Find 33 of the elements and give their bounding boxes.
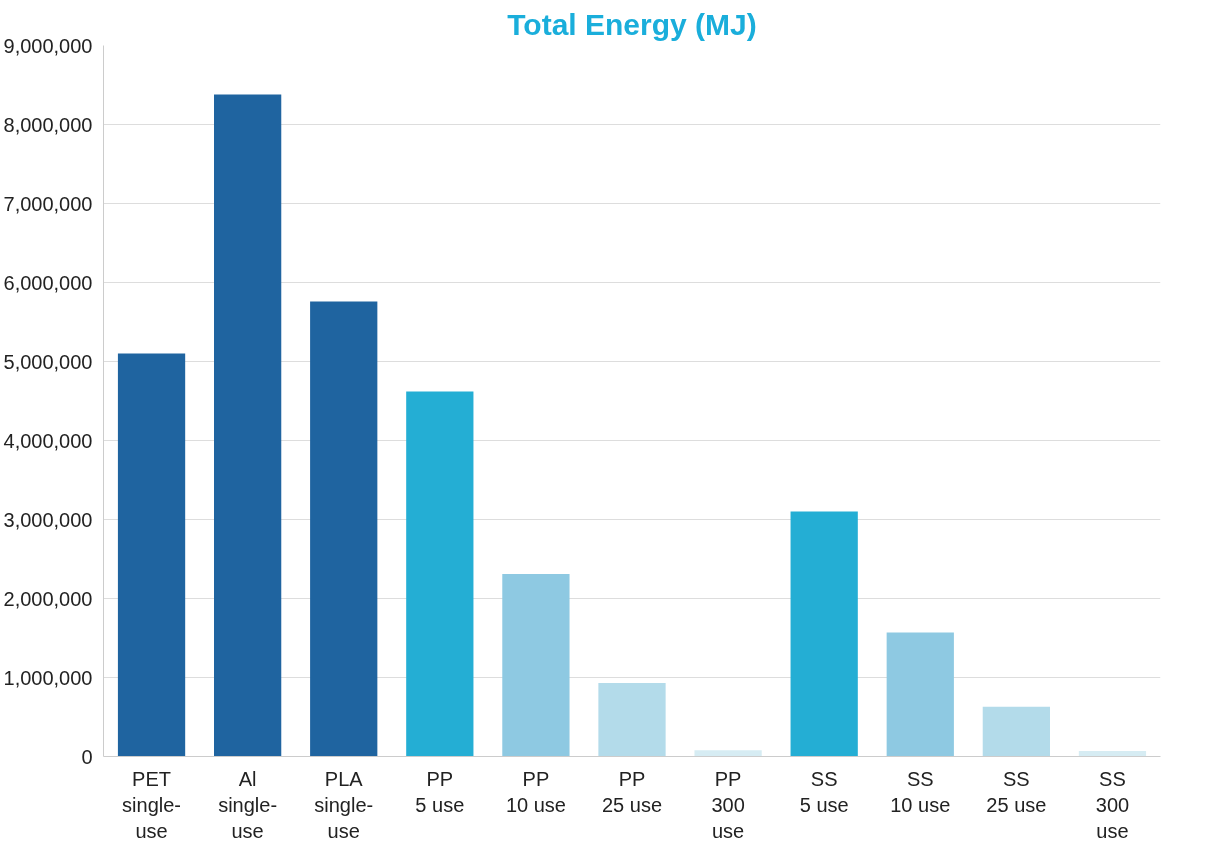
x-tick-label: SS 10 use: [890, 767, 951, 816]
bar: [694, 750, 762, 757]
bar: [214, 94, 282, 757]
y-tick-label: 1,000,000: [3, 666, 93, 689]
bar: [406, 391, 474, 757]
y-tick-label: 7,000,000: [3, 192, 93, 215]
x-tick-label: PP 25 use: [601, 767, 663, 816]
bar: [886, 632, 954, 757]
y-tick-label: 8,000,000: [3, 113, 93, 136]
x-tick-label: SS 25 use: [986, 767, 1047, 816]
bar: [117, 353, 186, 757]
bar: [598, 683, 666, 757]
y-tick-label: 9,000,000: [3, 34, 93, 57]
y-tick-label: 3,000,000: [3, 508, 93, 531]
chart-title: Total Energy (MJ): [507, 7, 757, 41]
bar: [310, 301, 378, 757]
x-tick-label: PP 10 use: [505, 767, 566, 816]
y-tick-label: 5,000,000: [3, 350, 93, 373]
bar: [1078, 750, 1147, 757]
x-tick-label: PP 300 use: [711, 767, 745, 843]
x-tick-label: Al single- use: [218, 767, 278, 843]
x-tick-label: SS 5 use: [799, 767, 849, 816]
x-tick-label: PLA single- use: [314, 767, 374, 843]
bar: [502, 574, 570, 757]
y-tick-label: 2,000,000: [3, 587, 93, 610]
y-tick-label: 4,000,000: [3, 429, 93, 452]
bar: [790, 511, 858, 757]
x-tick-label: PP 5 use: [415, 767, 465, 816]
x-tick-label: PET single- use: [122, 767, 182, 843]
bar: [982, 706, 1050, 757]
y-tick-label: 0: [81, 745, 93, 768]
x-tick-label: SS 300 use: [1095, 767, 1130, 843]
y-tick-label: 6,000,000: [3, 271, 93, 294]
